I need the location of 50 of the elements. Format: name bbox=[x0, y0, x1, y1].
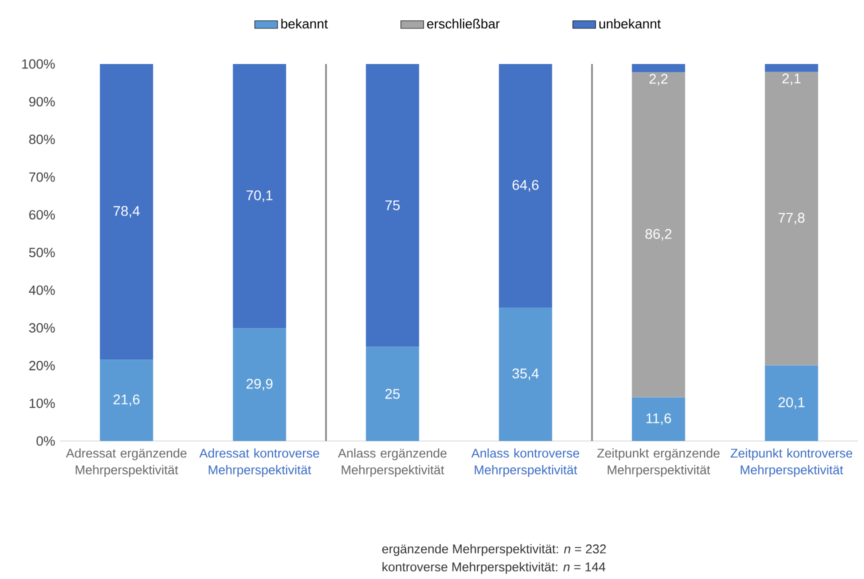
bar bbox=[100, 64, 154, 360]
legend-label: bekannt bbox=[281, 18, 328, 29]
data-label: 11,6 bbox=[646, 413, 671, 425]
bar bbox=[232, 328, 286, 441]
y-tick-label: 0% bbox=[36, 436, 55, 446]
y-tick-label: 50% bbox=[29, 248, 55, 258]
bar bbox=[632, 64, 686, 72]
bar bbox=[366, 346, 420, 441]
bar bbox=[764, 64, 818, 72]
y-tick-label: 60% bbox=[29, 210, 55, 220]
bar bbox=[498, 308, 552, 441]
legend-label: erschließbar bbox=[427, 18, 500, 29]
bar bbox=[498, 64, 552, 308]
x-tick-label: Zeitpunkt kontroverse Mehrperspektivität bbox=[730, 448, 852, 477]
y-tick-label: 20% bbox=[29, 360, 55, 370]
x-tick-label: Adressat kontroverse Mehrperspektivität bbox=[199, 448, 320, 477]
bar bbox=[632, 72, 686, 398]
legend-label: unbekannt bbox=[599, 18, 661, 29]
x-tick-label: Anlass ergänzende Mehrperspektivität bbox=[338, 448, 446, 477]
y-tick-label: 30% bbox=[29, 323, 55, 333]
data-label: 35,4 bbox=[512, 368, 539, 380]
data-label: 2,2 bbox=[649, 74, 668, 86]
data-label: 70,1 bbox=[246, 190, 272, 202]
data-label: 77,8 bbox=[778, 212, 805, 224]
data-label: 20,1 bbox=[778, 397, 804, 409]
y-tick-label: 80% bbox=[29, 134, 55, 144]
bar bbox=[764, 72, 818, 366]
data-label: 86,2 bbox=[645, 229, 672, 241]
bar bbox=[366, 64, 420, 347]
y-tick-label: 70% bbox=[29, 172, 55, 182]
text: ergänzende Mehrperspektivität: n = 232 bbox=[382, 544, 606, 556]
y-tick-label: 90% bbox=[29, 96, 55, 106]
y-tick-label: 100% bbox=[22, 59, 55, 69]
data-label: 78,4 bbox=[114, 206, 140, 218]
bar bbox=[764, 365, 818, 441]
data-label: 25 bbox=[385, 388, 400, 399]
x-tick-label: Adressat ergänzende Mehrperspektivität bbox=[66, 448, 186, 477]
data-label: 64,6 bbox=[512, 180, 539, 192]
y-tick-label: 10% bbox=[30, 398, 55, 408]
data-label: 2,1 bbox=[782, 74, 801, 86]
bar bbox=[632, 397, 686, 441]
x-tick-label: Anlass kontroverse Mehrperspektivität bbox=[471, 448, 580, 477]
data-label: 21,6 bbox=[114, 394, 140, 406]
bar bbox=[232, 64, 286, 328]
text: kontroverse Mehrperspektivität: n = 144 bbox=[382, 562, 606, 574]
y-tick-label: 40% bbox=[28, 285, 55, 295]
x-tick-label: Zeitpunkt ergänzende Mehrperspektivität bbox=[597, 448, 720, 477]
bar bbox=[100, 360, 154, 441]
data-label: 75 bbox=[385, 200, 400, 210]
data-label: 29,9 bbox=[246, 378, 272, 390]
